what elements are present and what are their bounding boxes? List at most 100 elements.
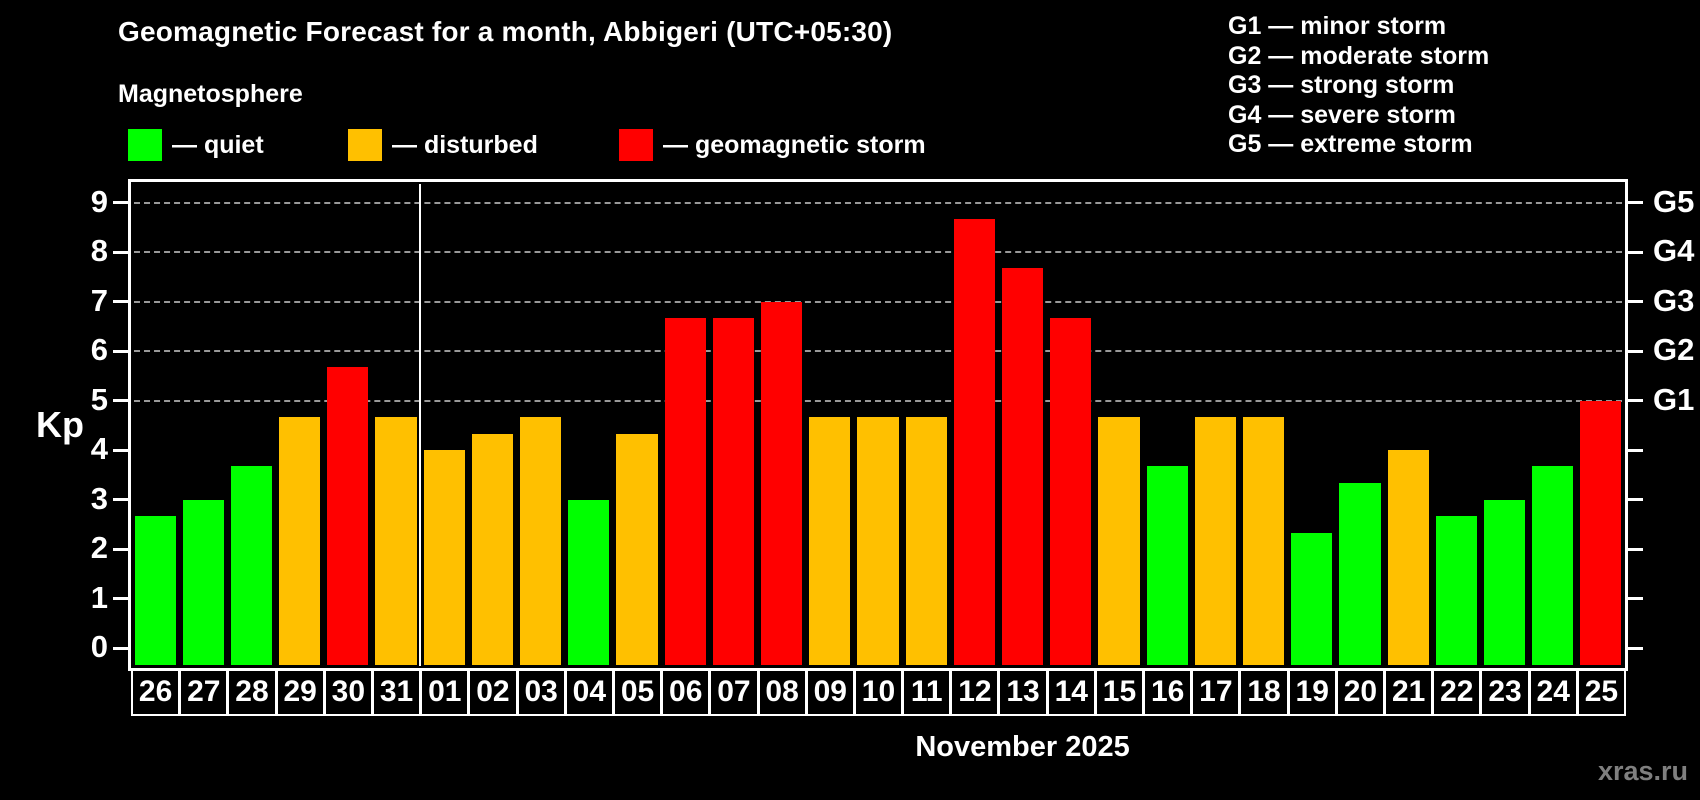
- bar-28: [230, 466, 273, 665]
- right-axis-label-g3: G3: [1653, 282, 1695, 318]
- x-axis-date-cell: 09: [805, 668, 855, 716]
- y-axis-tick-left: [113, 448, 131, 452]
- bar-06: [664, 317, 706, 665]
- bar-19: [1291, 532, 1333, 665]
- x-axis-date-cell: 07: [709, 668, 759, 716]
- x-axis-date-cell: 17: [1191, 668, 1241, 716]
- storm-scale-item: G5 — extreme storm: [1228, 130, 1473, 159]
- y-axis-tick-right: [1625, 349, 1643, 353]
- bar-14: [1050, 317, 1092, 665]
- month-label: November 2025: [915, 731, 1130, 763]
- x-axis-date-cell: 01: [420, 668, 470, 716]
- storm-scale-legend: G1 — minor storm G2 — moderate storm G3 — …: [1228, 12, 1489, 160]
- chart-subtitle: Magnetosphere: [118, 80, 303, 108]
- bar-21: [1387, 450, 1429, 665]
- x-axis-date-cell: 26: [131, 668, 181, 716]
- gridline-kp9: [134, 201, 1622, 204]
- bar-27: [182, 499, 224, 665]
- plot-border: [128, 179, 1628, 671]
- bar-22: [1435, 515, 1477, 665]
- storm-scale-item: G2 — moderate storm: [1228, 41, 1490, 70]
- x-axis-date-cell: 28: [227, 668, 277, 716]
- y-axis-tick-right: [1625, 201, 1643, 204]
- y-axis-tick-left: [113, 597, 131, 600]
- x-axis-date-cell: 23: [1480, 668, 1530, 716]
- gridline-kp7: [134, 300, 1622, 303]
- x-axis-date-cell: 27: [179, 668, 229, 716]
- bar-10: [857, 416, 899, 665]
- x-axis-date-cell: 25: [1576, 668, 1626, 716]
- x-axis-date-cell: 16: [1143, 668, 1193, 716]
- x-axis-date-cell: 04: [564, 668, 614, 716]
- bar-29: [279, 416, 321, 665]
- bar-20: [1339, 483, 1381, 665]
- legend-label-quiet: — quiet: [172, 131, 264, 159]
- bar-01: [423, 450, 465, 665]
- x-axis-date-cell: 29: [275, 668, 325, 716]
- bar-05: [616, 433, 658, 665]
- chart-title: Geomagnetic Forecast for a month, Abbige…: [118, 16, 893, 47]
- x-axis-date-cell: 19: [1287, 668, 1337, 716]
- bar-13: [1001, 268, 1044, 665]
- bar-07: [712, 317, 754, 665]
- y-axis-tick-left: [113, 498, 131, 501]
- bar-24: [1532, 466, 1574, 665]
- y-axis-label: 5: [90, 381, 108, 417]
- watermark: xras.ru: [1597, 756, 1688, 786]
- y-axis-tick-right: [1625, 448, 1643, 452]
- storm-scale-item: G3 — strong storm: [1228, 71, 1455, 100]
- x-axis-date-cell: 14: [1046, 668, 1096, 716]
- storm-scale-item: G1 — minor storm: [1228, 12, 1447, 40]
- right-axis-label-g4: G4: [1653, 233, 1695, 268]
- y-axis-tick-right: [1625, 498, 1643, 501]
- bar-04: [568, 499, 610, 665]
- y-axis-label: 7: [90, 282, 108, 318]
- y-axis-tick-right: [1625, 300, 1643, 303]
- x-axis-date-cell: 02: [468, 668, 518, 716]
- y-axis-tick-left: [113, 646, 131, 650]
- x-axis-date-cell: 20: [1335, 668, 1386, 716]
- y-axis-tick-left: [113, 300, 131, 303]
- y-axis-label: 1: [90, 579, 108, 615]
- bar-30: [327, 367, 369, 665]
- y-axis-label: 0: [90, 629, 108, 664]
- kp-axis-title: Kp: [36, 404, 84, 445]
- storm-scale-item: G4 — severe storm: [1228, 100, 1456, 129]
- x-axis-date-cell: 24: [1528, 668, 1578, 716]
- y-axis-label: 6: [90, 332, 108, 367]
- y-axis-tick-left: [113, 399, 131, 402]
- x-axis-date-cell: 18: [1239, 668, 1289, 716]
- x-axis-date-cell: 10: [853, 668, 904, 716]
- bar-09: [809, 416, 851, 665]
- y-axis-label: 3: [90, 480, 108, 516]
- x-axis-date-cell: 30: [323, 668, 373, 716]
- bar-25: [1580, 400, 1622, 665]
- bar-23: [1483, 499, 1526, 665]
- bar-17: [1194, 416, 1236, 665]
- x-axis-date-cell: 08: [757, 668, 807, 716]
- bar-08: [761, 301, 803, 665]
- y-axis-label: 4: [90, 431, 108, 466]
- gridline-kp6: [134, 350, 1622, 352]
- x-axis-date-cell: 11: [902, 668, 952, 716]
- bar-31: [375, 416, 417, 665]
- legend-label-storm: — geomagnetic storm: [663, 131, 926, 159]
- bar-03: [520, 416, 562, 665]
- gridline-kp5: [134, 399, 1622, 402]
- y-axis-label: 8: [90, 233, 108, 268]
- month-separator-line: [418, 184, 422, 666]
- x-axis-date-cell: 22: [1432, 668, 1482, 716]
- right-axis-label-g1: G1: [1653, 381, 1695, 417]
- x-axis-date-cell: 21: [1384, 668, 1434, 716]
- x-axis-date-cell: 13: [998, 668, 1048, 716]
- y-axis-tick-right: [1625, 547, 1643, 551]
- x-axis-date-cell: 31: [371, 668, 422, 716]
- y-axis-label: 2: [90, 530, 108, 565]
- bar-16: [1146, 466, 1188, 665]
- y-axis-tick-right: [1625, 597, 1643, 600]
- x-axis-date-cell: 06: [661, 668, 711, 716]
- bar-18: [1242, 416, 1285, 665]
- legend-swatch-disturbed: [348, 129, 382, 161]
- y-axis-tick-right: [1625, 646, 1643, 650]
- x-axis-date-cell: 03: [516, 668, 566, 716]
